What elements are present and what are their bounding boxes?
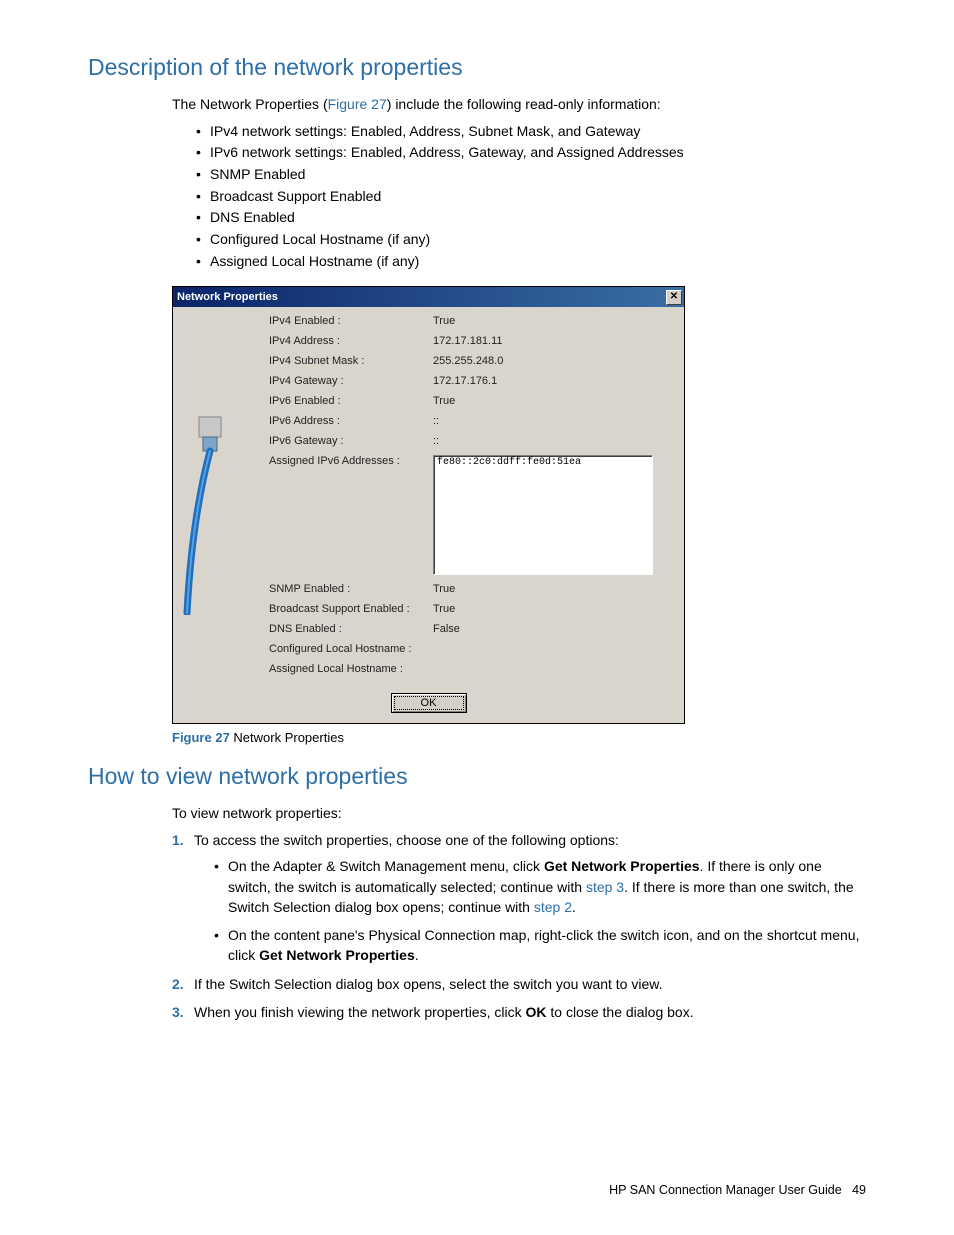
heading-howto: How to view network properties [88, 763, 866, 790]
prop-row: SNMP Enabled :True [269, 583, 674, 595]
step-link[interactable]: step 3 [586, 879, 624, 895]
step-1-sub-2: On the content pane's Physical Connectio… [214, 925, 866, 966]
intro-pre: The Network Properties ( [172, 96, 328, 112]
prop-row: Configured Local Hostname : [269, 643, 674, 655]
step-1-sub-1: On the Adapter & Switch Management menu,… [214, 856, 866, 917]
step-1: To access the switch properties, choose … [172, 830, 866, 966]
prop-value: 172.17.181.11 [433, 335, 674, 347]
prop-label: IPv4 Enabled : [269, 315, 433, 327]
prop-row: IPv4 Subnet Mask :255.255.248.0 [269, 355, 674, 367]
dialog-title: Network Properties [177, 291, 278, 303]
prop-row: IPv4 Enabled :True [269, 315, 674, 327]
prop-value: True [433, 395, 674, 407]
dialog-properties: IPv4 Enabled :True IPv4 Address :172.17.… [243, 315, 674, 683]
page-number: 49 [852, 1183, 866, 1197]
close-button[interactable]: ✕ [666, 290, 682, 305]
figure-label: Figure 27 [172, 730, 230, 745]
bullet-item: DNS Enabled [196, 207, 866, 229]
prop-label: IPv4 Subnet Mask : [269, 355, 433, 367]
prop-row: IPv4 Address :172.17.181.11 [269, 335, 674, 347]
heading-description: Description of the network properties [88, 54, 866, 81]
step-2: If the Switch Selection dialog box opens… [172, 974, 866, 994]
steps-list: To access the switch properties, choose … [172, 830, 866, 1022]
intro-post: ) include the following read-only inform… [387, 96, 661, 112]
prop-row: IPv6 Gateway ::: [269, 435, 674, 447]
close-icon: ✕ [670, 292, 678, 302]
prop-row: IPv6 Enabled :True [269, 395, 674, 407]
t: . [415, 947, 419, 963]
prop-label: DNS Enabled : [269, 623, 433, 635]
bullet-item: Assigned Local Hostname (if any) [196, 251, 866, 273]
intro-text: The Network Properties (Figure 27) inclu… [172, 95, 866, 115]
t: . [572, 899, 576, 915]
prop-value: :: [433, 415, 674, 427]
prop-value: 255.255.248.0 [433, 355, 674, 367]
prop-row-assigned: Assigned IPv6 Addresses : fe80::2c0:ddff… [269, 455, 674, 575]
prop-row: Assigned Local Hostname : [269, 663, 674, 675]
prop-row: IPv6 Address ::: [269, 415, 674, 427]
t: When you finish viewing the network prop… [194, 1004, 525, 1020]
prop-value: 172.17.176.1 [433, 375, 674, 387]
prop-label: Broadcast Support Enabled : [269, 603, 433, 615]
prop-value: True [433, 583, 674, 595]
t: to close the dialog box. [546, 1004, 693, 1020]
footer-title: HP SAN Connection Manager User Guide [609, 1183, 842, 1197]
properties-list: IPv4 network settings: Enabled, Address,… [196, 121, 866, 273]
prop-row: IPv4 Gateway :172.17.176.1 [269, 375, 674, 387]
bullet-item: Configured Local Hostname (if any) [196, 229, 866, 251]
step-1-text: To access the switch properties, choose … [194, 832, 619, 848]
figure-text: Network Properties [230, 730, 344, 745]
prop-label: IPv6 Address : [269, 415, 433, 427]
prop-label: IPv6 Enabled : [269, 395, 433, 407]
prop-label: Assigned Local Hostname : [269, 663, 433, 675]
bullet-item: SNMP Enabled [196, 164, 866, 186]
prop-label: IPv4 Address : [269, 335, 433, 347]
dialog-icon-column [181, 315, 243, 683]
prop-label: Configured Local Hostname : [269, 643, 433, 655]
prop-value: False [433, 623, 674, 635]
bullet-item: IPv6 network settings: Enabled, Address,… [196, 142, 866, 164]
intro2-text: To view network properties: [172, 804, 866, 824]
bold-text: Get Network Properties [259, 947, 415, 963]
step-3: When you finish viewing the network prop… [172, 1002, 866, 1022]
prop-value: True [433, 315, 674, 327]
assigned-ipv6-listbox[interactable]: fe80::2c0:ddff:fe0d:51ea [433, 455, 653, 575]
figure-ref-link[interactable]: Figure 27 [328, 96, 387, 112]
prop-label: IPv4 Gateway : [269, 375, 433, 387]
prop-row: DNS Enabled :False [269, 623, 674, 635]
bold-text: OK [525, 1004, 546, 1020]
bullet-item: IPv4 network settings: Enabled, Address,… [196, 121, 866, 143]
prop-label: SNMP Enabled : [269, 583, 433, 595]
step-link[interactable]: step 2 [534, 899, 572, 915]
dialog-titlebar: Network Properties ✕ [173, 287, 684, 307]
prop-label: Assigned IPv6 Addresses : [269, 455, 433, 467]
bullet-item: Broadcast Support Enabled [196, 186, 866, 208]
ok-button[interactable]: OK [391, 693, 467, 713]
prop-value: True [433, 603, 674, 615]
network-cable-icon [181, 415, 235, 615]
prop-row: Broadcast Support Enabled :True [269, 603, 674, 615]
prop-label: IPv6 Gateway : [269, 435, 433, 447]
figure-caption: Figure 27 Network Properties [172, 730, 866, 745]
t: On the Adapter & Switch Management menu,… [228, 858, 544, 874]
page-footer: HP SAN Connection Manager User Guide 49 [609, 1183, 866, 1197]
network-properties-dialog: Network Properties ✕ IPv4 Enabled :True … [172, 286, 685, 724]
bold-text: Get Network Properties [544, 858, 700, 874]
prop-value: :: [433, 435, 674, 447]
